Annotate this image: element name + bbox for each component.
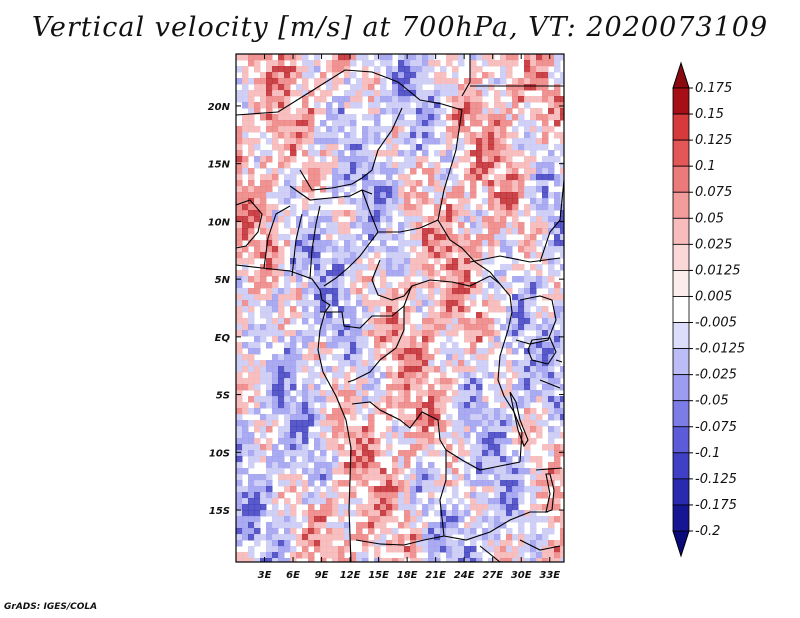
colorbar-segment (672, 504, 690, 532)
border-sudan-south (469, 255, 561, 263)
border-cameroon-car (378, 219, 439, 233)
colorbar-label: -0.05 (695, 394, 729, 409)
colorbar-segment (672, 139, 690, 167)
colorbar-label: 0.125 (695, 133, 732, 148)
x-tick-label: 9E (315, 570, 329, 581)
colorbar-segment (672, 374, 690, 402)
colorbar-segment (672, 191, 690, 219)
colorbar-segment (672, 165, 690, 193)
colorbar-segment (672, 270, 690, 297)
border-congo-drc (347, 285, 413, 383)
x-tick-label: 21E (425, 570, 446, 581)
border-senegal-guinea (236, 199, 263, 249)
border-zimbabwe (479, 539, 561, 562)
y-tick-label: 5N (215, 275, 231, 286)
coastline (236, 264, 352, 562)
colorbar: 0.175 0.15 0.125 0.1 0.075 0.05 0.025 0.0125 0.0… (672, 61, 745, 558)
border-niger-chad (441, 103, 463, 191)
border-tanzania (535, 359, 563, 471)
colorbar-top-extend (672, 61, 690, 89)
border-niger-nigeria (289, 185, 373, 201)
map-title: Vertical velocity [m/s] at 700hPa, VT: 2… (31, 12, 769, 43)
border-chad-sudan (461, 54, 471, 97)
colorbar-segment (672, 426, 690, 454)
colorbar-segment (672, 243, 690, 271)
y-tick-label: 5S (216, 391, 230, 402)
colorbar-segment (672, 348, 690, 376)
colorbar-segment (672, 400, 690, 428)
border-zambia-south (443, 511, 548, 541)
colorbar-label: -0.025 (695, 368, 737, 383)
colorbar-segment (672, 322, 690, 349)
border-nigeria-cameroon (323, 189, 379, 287)
colorbar-segment (672, 452, 690, 480)
colorbar-label: 0.075 (695, 185, 732, 200)
colorbar-segment (672, 217, 690, 245)
y-tick-label: 10S (209, 448, 230, 459)
colorbar-label: 0.05 (695, 211, 724, 226)
y-tick-label: EQ (215, 333, 231, 344)
colorbar-segment (672, 87, 690, 115)
colorbar-label: -0.2 (695, 524, 720, 539)
border-gabon (320, 305, 405, 329)
x-tick-label: 18E (397, 570, 418, 581)
colorbar-segment (672, 296, 690, 323)
lake-victoria (527, 337, 557, 365)
x-tick-label: 3E (258, 570, 272, 581)
x-tick-label: 12E (340, 570, 361, 581)
colorbar-label: 0.15 (695, 107, 724, 122)
y-tick-label: 15N (208, 160, 231, 171)
velocity-field (236, 54, 564, 562)
colorbar-label: 0.175 (695, 81, 732, 96)
colorbar-label: 0.005 (695, 289, 732, 304)
border-mali-niger (299, 107, 403, 191)
map-axes: 3E 6E 9E 12E 15E 18E 21E 24E 27E 30E 33E 20N 15N 10N 5… (208, 54, 564, 581)
border-ghana-togo (263, 205, 303, 277)
colorbar-label: 0.025 (695, 237, 732, 252)
y-tick-label: 20N (208, 102, 231, 113)
country-borders (236, 54, 564, 562)
colorbar-label: -0.0125 (695, 342, 745, 357)
colorbar-label: 0.0125 (695, 263, 741, 278)
colorbar-label: -0.125 (695, 472, 737, 487)
border-drc-east (497, 283, 523, 463)
x-tick-label: 6E (286, 570, 300, 581)
colorbar-bottom-extend (672, 530, 690, 558)
colorbar-label: -0.1 (695, 446, 720, 461)
x-tick-label: 30E (511, 570, 532, 581)
colorbar-segment (672, 478, 690, 506)
footer-credit: GrADS: IGES/COLA (4, 602, 98, 612)
colorbar-label: 0.1 (695, 159, 716, 174)
x-tick-label: 33E (539, 570, 560, 581)
colorbar-label: -0.005 (695, 316, 737, 331)
lake-malawi (545, 473, 555, 513)
border-angola-zambia (355, 450, 447, 546)
x-tick-label: 24E (454, 570, 475, 581)
border-sudan-ethiopia (539, 179, 564, 263)
y-tick-label: 10N (208, 217, 231, 228)
x-tick-label: 15E (368, 570, 389, 581)
lake-tanganyika (509, 391, 529, 448)
border-drc-south (351, 401, 521, 471)
x-tick-label: 27E (482, 570, 503, 581)
plot-frame (235, 53, 565, 563)
colorbar-label: -0.175 (695, 498, 737, 513)
border-mali-algeria (236, 69, 443, 116)
colorbar-segment (672, 113, 690, 141)
border-benin (309, 205, 321, 279)
colorbar-label: -0.075 (695, 420, 737, 435)
y-tick-label: 15S (209, 506, 230, 517)
